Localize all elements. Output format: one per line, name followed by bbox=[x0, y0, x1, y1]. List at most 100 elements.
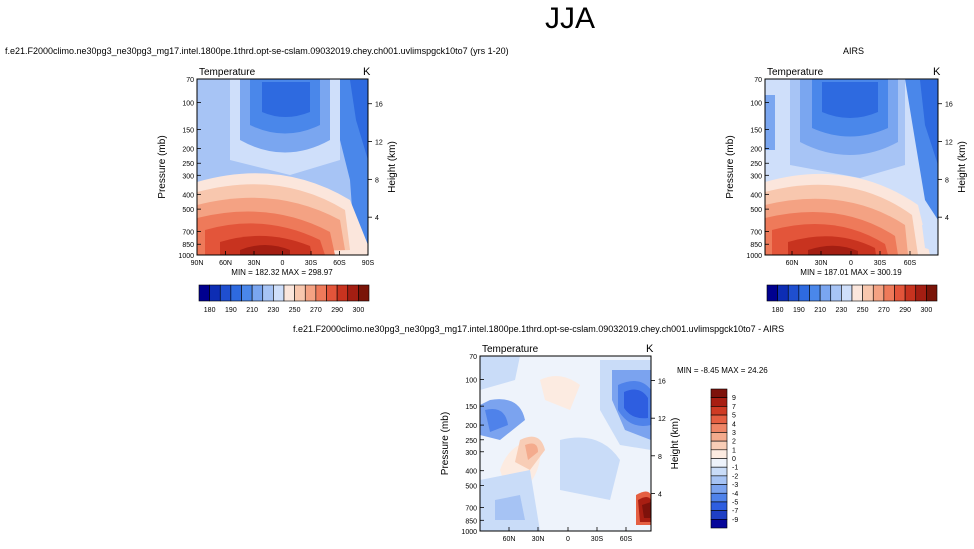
diff-colorbar-label: -2 bbox=[732, 473, 738, 480]
model-colorbar-swatch bbox=[230, 284, 242, 302]
obs-ylabel: Pressure (mb) bbox=[725, 135, 736, 198]
diff-ytick-label: 1000 bbox=[461, 529, 477, 536]
obs-colorbar-swatch bbox=[798, 284, 810, 302]
obs-colorbar-swatch bbox=[915, 284, 927, 302]
model-colorbar-label: 270 bbox=[310, 307, 322, 314]
model-xtick-label: 30S bbox=[305, 260, 318, 267]
diff-panel bbox=[480, 356, 651, 531]
model-ytick-label: 300 bbox=[182, 173, 194, 180]
obs-colorbar: 180 190 210 230 250 270 290 300 bbox=[766, 284, 938, 314]
obs-ytick-label: 150 bbox=[750, 127, 762, 134]
obs-ytick-right-label: 12 bbox=[945, 140, 953, 147]
obs-ytick-label: 850 bbox=[750, 242, 762, 249]
model-ytick-label: 1000 bbox=[178, 253, 194, 260]
model-colorbar-label: 290 bbox=[331, 307, 343, 314]
model-ytick-right-label: 8 bbox=[375, 177, 379, 184]
obs-plot-frame bbox=[764, 78, 939, 256]
model-colorbar-swatch bbox=[304, 284, 317, 302]
model-colorbar-label: 250 bbox=[289, 307, 301, 314]
diff-ytick-right-label: 8 bbox=[658, 454, 662, 461]
diff-colorbar-label: 2 bbox=[732, 439, 736, 446]
diff-ylabel-right: Height (km) bbox=[670, 418, 681, 470]
obs-colorbar-label: 210 bbox=[814, 307, 826, 314]
diff-colorbar-swatch bbox=[710, 440, 728, 451]
diff-colorbar-swatch bbox=[710, 501, 728, 511]
obs-xtick-label: 30N bbox=[815, 260, 828, 267]
diff-ytick-right-label: 12 bbox=[658, 416, 666, 423]
diff-colorbar-swatch bbox=[710, 484, 728, 494]
obs-colorbar-swatch bbox=[766, 284, 778, 302]
model-colorbar-swatch bbox=[294, 284, 306, 302]
diff-panel-title: Temperature bbox=[482, 344, 539, 355]
diff-colorbar-swatch bbox=[710, 414, 728, 425]
diff-minmax: MIN = -8.45 MAX = 24.26 bbox=[677, 366, 768, 375]
model-xtick-label: 30N bbox=[248, 260, 261, 267]
obs-units-label: K bbox=[933, 66, 941, 78]
obs-colorbar-label: 230 bbox=[836, 307, 848, 314]
model-colorbar-label: 190 bbox=[225, 307, 237, 314]
diff-colorbar-swatch bbox=[710, 423, 728, 433]
obs-ytick-label: 700 bbox=[750, 229, 762, 236]
obs-ylabel-right: Height (km) bbox=[957, 141, 968, 193]
diff-colorbar-label: 4 bbox=[732, 421, 736, 428]
page-title: JJA bbox=[544, 2, 595, 35]
obs-colorbar-swatch bbox=[851, 284, 863, 302]
diff-colorbar-label: 9 bbox=[732, 395, 736, 402]
diff-ytick-label: 300 bbox=[465, 450, 477, 457]
diff-colorbar-swatch bbox=[710, 458, 728, 468]
obs-ytick-label: 1000 bbox=[746, 253, 762, 260]
diff-colorbar-label: 0 bbox=[732, 456, 736, 463]
model-xtick-label: 60S bbox=[333, 260, 346, 267]
obs-colorbar-swatch bbox=[787, 284, 800, 302]
diff-ytick-label: 100 bbox=[465, 377, 477, 384]
model-colorbar-label: 230 bbox=[268, 307, 280, 314]
diff-ytick-label: 400 bbox=[465, 469, 477, 476]
diff-plot-frame bbox=[479, 355, 652, 532]
diff-ytick-label: 500 bbox=[465, 483, 477, 490]
model-colorbar-swatch bbox=[209, 284, 221, 302]
obs-colorbar-swatch bbox=[883, 284, 895, 302]
obs-colorbar-label: 180 bbox=[772, 307, 784, 314]
model-xtick-label: 0 bbox=[281, 260, 285, 267]
diff-xtick-label: 60N bbox=[503, 536, 516, 543]
model-colorbar-label: 210 bbox=[246, 307, 258, 314]
obs-ytick-label: 250 bbox=[750, 161, 762, 168]
diff-ytick-right-label: 4 bbox=[658, 491, 662, 498]
model-panel bbox=[197, 79, 368, 255]
diff-ytick-right-label: 16 bbox=[658, 379, 666, 386]
obs-xtick-label: 60N bbox=[786, 260, 799, 267]
model-ytick-label: 150 bbox=[182, 127, 194, 134]
obs-colorbar-label: 290 bbox=[899, 307, 911, 314]
diff-colorbar-label: -5 bbox=[732, 499, 738, 506]
obs-colorbar-label: 250 bbox=[857, 307, 869, 314]
obs-colorbar-swatch bbox=[830, 284, 842, 302]
obs-colorbar-swatch bbox=[904, 284, 917, 302]
obs-ytick-right-label: 16 bbox=[945, 102, 953, 109]
obs-colorbar-swatch bbox=[872, 284, 885, 302]
model-ylabel: Pressure (mb) bbox=[157, 135, 168, 198]
model-ytick-label: 850 bbox=[182, 242, 194, 249]
diff-ytick-label: 70 bbox=[469, 354, 477, 361]
diff-colorbar-label: 7 bbox=[732, 404, 736, 411]
diff-ytick-label: 250 bbox=[465, 438, 477, 445]
obs-colorbar-swatch bbox=[926, 284, 938, 302]
model-xtick-label: 60N bbox=[219, 260, 232, 267]
obs-ytick-label: 400 bbox=[750, 192, 762, 199]
diff-ytick-label: 200 bbox=[465, 423, 477, 430]
obs-ytick-right-label: 4 bbox=[945, 215, 949, 222]
obs-ytick-label: 300 bbox=[750, 173, 762, 180]
model-colorbar: 180 190 210 230 250 270 290 300 bbox=[198, 284, 370, 314]
obs-title: AIRS bbox=[843, 46, 865, 56]
model-colorbar-swatch bbox=[251, 284, 264, 302]
diff-colorbar-swatch bbox=[710, 492, 728, 503]
model-ytick-label: 250 bbox=[182, 161, 194, 168]
obs-colorbar-swatch bbox=[894, 284, 906, 302]
model-colorbar-swatch bbox=[347, 284, 359, 302]
diff-colorbar-label: -9 bbox=[732, 517, 738, 524]
diff-colorbar-label: -7 bbox=[732, 508, 738, 515]
obs-panel bbox=[765, 79, 938, 255]
model-xtick-label: 90S bbox=[362, 260, 375, 267]
diff-colorbar-swatch bbox=[710, 397, 728, 407]
diff-xtick-label: 30N bbox=[532, 536, 545, 543]
diff-colorbar-swatch bbox=[710, 449, 728, 459]
